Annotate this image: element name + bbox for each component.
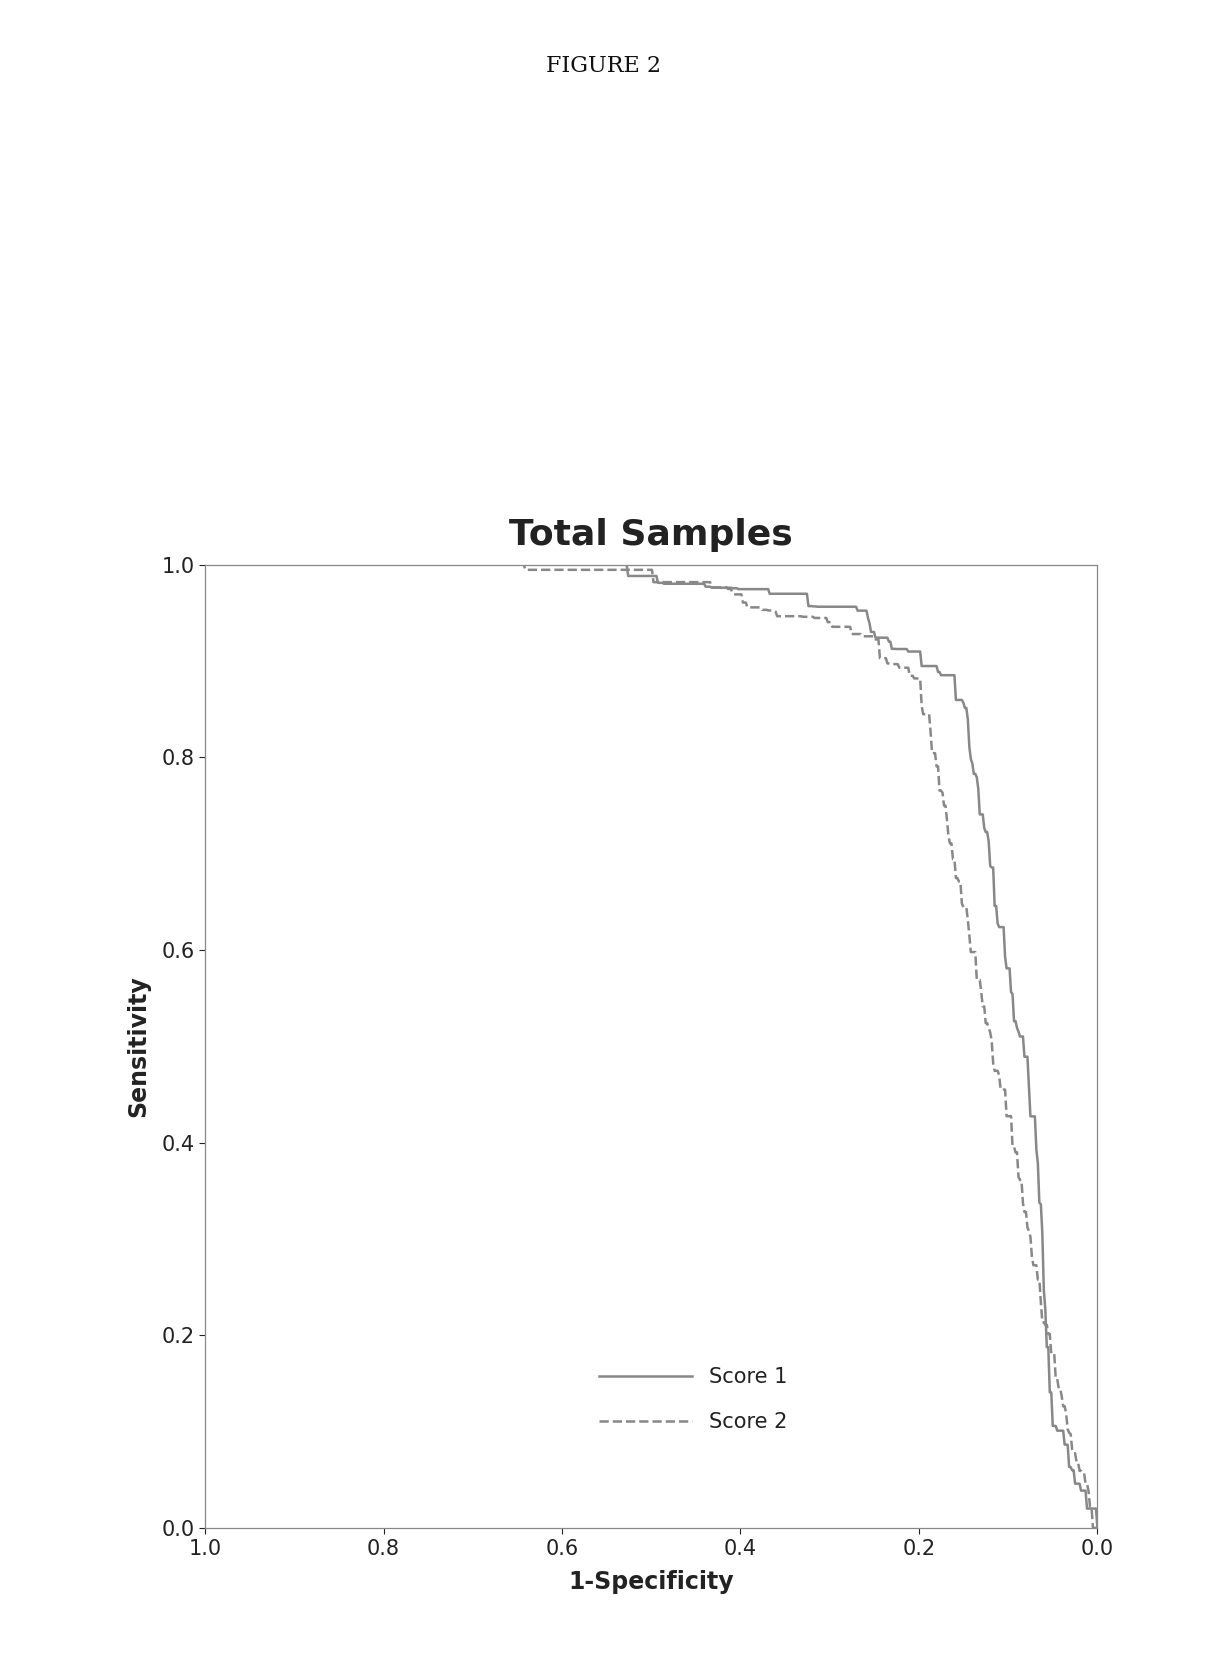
Score 1 — [932, 663, 947, 683]
Score 2 — [198, 555, 212, 575]
Y-axis label: Sensitivity: Sensitivity — [127, 975, 151, 1118]
Score 1 — [686, 573, 701, 593]
Line: Score 1: Score 1 — [205, 565, 1097, 1528]
Score 1 — [563, 555, 578, 575]
Score 2 — [564, 560, 579, 580]
Legend: Score 1, Score 2: Score 1, Score 2 — [590, 1359, 796, 1440]
Score 1 — [861, 608, 876, 628]
Line: Score 2: Score 2 — [205, 565, 1097, 1528]
Score 1 — [620, 555, 634, 575]
Score 1 — [417, 555, 432, 575]
Score 2 — [932, 781, 947, 801]
Score 2 — [686, 571, 701, 591]
Score 1 — [493, 555, 508, 575]
Score 2 — [493, 555, 508, 575]
Score 1 — [1090, 1518, 1105, 1538]
Score 1 — [198, 555, 212, 575]
Score 2 — [417, 555, 432, 575]
Score 2 — [516, 555, 531, 575]
Title: Total Samples: Total Samples — [509, 518, 794, 553]
X-axis label: 1-Specificity: 1-Specificity — [568, 1570, 734, 1593]
Text: FIGURE 2: FIGURE 2 — [545, 55, 661, 76]
Score 2 — [1090, 1518, 1105, 1538]
Score 2 — [861, 626, 876, 646]
